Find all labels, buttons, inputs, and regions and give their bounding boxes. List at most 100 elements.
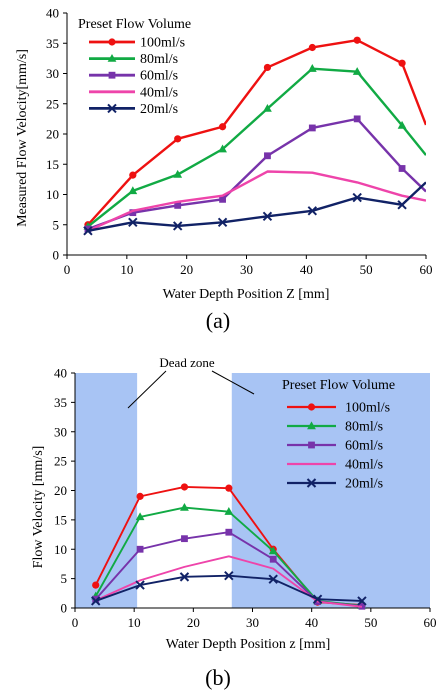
x-axis-label: Water Depth Position Z [mm] bbox=[163, 287, 330, 302]
y-axis-label: Flow Velocity [mm/s] bbox=[31, 446, 46, 569]
data-point-100mls bbox=[129, 171, 137, 179]
legend-marker bbox=[107, 103, 117, 114]
data-point-60mls bbox=[225, 528, 233, 536]
data-point-20mls bbox=[307, 206, 318, 216]
legend-title: Preset Flow Volume bbox=[78, 17, 191, 32]
series-40mls bbox=[87, 170, 426, 232]
x-tick-label: 20 bbox=[180, 262, 193, 277]
data-point-20mls bbox=[312, 594, 323, 604]
x-tick-label: 50 bbox=[360, 262, 373, 277]
y-axis-label: Measured Flow Velocity[mm/s] bbox=[15, 49, 30, 227]
legend-marker bbox=[108, 38, 116, 46]
y-tick-label: 30 bbox=[46, 66, 59, 81]
data-point-20mls bbox=[224, 570, 234, 581]
series-line-100mls bbox=[87, 39, 426, 226]
data-point-20mls bbox=[397, 200, 407, 210]
series-20mls bbox=[83, 181, 426, 236]
data-point-20mls bbox=[179, 572, 190, 582]
legend-marker bbox=[307, 403, 316, 411]
data-point-100mls bbox=[263, 63, 272, 72]
x-axis-label: Water Depth Position z [mm] bbox=[166, 637, 331, 652]
dead-zone-label: Dead zone bbox=[159, 355, 214, 370]
x-tick-label: 30 bbox=[246, 615, 259, 630]
y-tick-label: 20 bbox=[54, 483, 67, 498]
legend-label: 20ml/s bbox=[140, 102, 178, 117]
data-point-100mls bbox=[225, 484, 233, 492]
panel-label: (a) bbox=[206, 308, 230, 333]
data-point-20mls bbox=[83, 226, 93, 236]
series-line-40mls bbox=[87, 170, 426, 232]
x-tick-label: 10 bbox=[120, 262, 133, 277]
x-tick-label: 20 bbox=[187, 615, 200, 630]
y-tick-label: 10 bbox=[54, 542, 67, 557]
data-point-20mls bbox=[268, 574, 278, 584]
y-tick-label: 0 bbox=[53, 248, 60, 263]
x-tick-label: 0 bbox=[64, 262, 71, 277]
panel-label: (b) bbox=[205, 665, 231, 690]
y-tick-label: 30 bbox=[54, 424, 67, 439]
x-tick-label: 50 bbox=[364, 615, 377, 630]
data-point-80mls bbox=[128, 186, 138, 195]
series-80mls bbox=[83, 64, 426, 230]
legend-marker bbox=[308, 441, 315, 449]
legend-item-40mls: 40ml/s bbox=[287, 458, 383, 473]
data-point-60mls bbox=[219, 195, 226, 203]
legend-item-100mls: 100ml/s bbox=[287, 401, 390, 416]
y-tick-label: 25 bbox=[54, 454, 67, 469]
data-point-60mls bbox=[308, 124, 316, 132]
data-point-60mls bbox=[353, 115, 361, 123]
series-60mls bbox=[84, 115, 426, 233]
legend-item-20mls: 20ml/s bbox=[287, 477, 383, 492]
y-tick-label: 15 bbox=[46, 157, 59, 172]
y-tick-label: 5 bbox=[53, 217, 60, 232]
legend-marker bbox=[107, 54, 117, 62]
data-point-20mls bbox=[217, 217, 228, 228]
legend-label: 100ml/s bbox=[345, 401, 390, 416]
legend-item-80mls: 80ml/s bbox=[287, 420, 383, 435]
data-point-80mls bbox=[263, 103, 272, 112]
data-point-100mls bbox=[136, 492, 144, 500]
data-point-20mls bbox=[172, 221, 183, 231]
legend-item-80mls: 80ml/s bbox=[89, 52, 178, 67]
data-point-60mls bbox=[92, 595, 100, 603]
legend-label: 20ml/s bbox=[345, 477, 383, 492]
y-tick-label: 40 bbox=[46, 6, 59, 21]
data-point-100mls bbox=[218, 123, 227, 131]
chart-a: 0 5 10 15 20 25 30 35 40 0 10 20 30 40 50 60 Preset Flo… bbox=[15, 6, 433, 334]
legend-label: 80ml/s bbox=[345, 420, 383, 435]
data-point-60mls bbox=[174, 201, 182, 209]
data-point-80mls bbox=[268, 546, 278, 555]
y-tick-label: 15 bbox=[54, 512, 67, 527]
data-point-100mls bbox=[180, 483, 189, 491]
x-tick-label: 0 bbox=[72, 615, 79, 630]
data-point-100mls bbox=[308, 43, 316, 52]
data-point-80mls bbox=[307, 64, 317, 72]
series-line-80mls bbox=[87, 67, 426, 228]
data-point-100mls bbox=[174, 135, 182, 143]
x-tick-label: 40 bbox=[305, 615, 318, 630]
legend-item-60mls: 60ml/s bbox=[89, 69, 178, 84]
data-point-20mls bbox=[357, 596, 367, 606]
x-tick-label: 60 bbox=[424, 615, 437, 630]
y-tick-label: 5 bbox=[61, 571, 68, 586]
y-tick-label: 25 bbox=[46, 96, 59, 111]
series-40mls bbox=[95, 555, 363, 608]
data-point-60mls bbox=[264, 152, 271, 160]
legend-label: 60ml/s bbox=[140, 69, 178, 84]
legend-item-20mls: 20ml/s bbox=[89, 102, 178, 117]
data-point-20mls bbox=[128, 217, 138, 228]
chart-b: 0 5 10 15 20 25 30 35 40 0 10 20 30 40 50 60 Preset Flo… bbox=[31, 355, 437, 690]
data-point-20mls bbox=[262, 211, 273, 221]
y-tick-label: 40 bbox=[54, 366, 67, 381]
legend-marker bbox=[306, 478, 317, 488]
dead-zone-2 bbox=[231, 373, 430, 608]
series-20mls bbox=[91, 570, 367, 606]
data-point-20mls bbox=[352, 192, 362, 203]
data-point-100mls bbox=[353, 36, 361, 44]
dead-zone-pointer-right bbox=[211, 370, 255, 395]
data-point-60mls bbox=[84, 225, 92, 233]
data-point-80mls bbox=[397, 120, 407, 129]
legend-label: 100ml/s bbox=[140, 36, 185, 51]
legend-label: 80ml/s bbox=[140, 52, 178, 67]
